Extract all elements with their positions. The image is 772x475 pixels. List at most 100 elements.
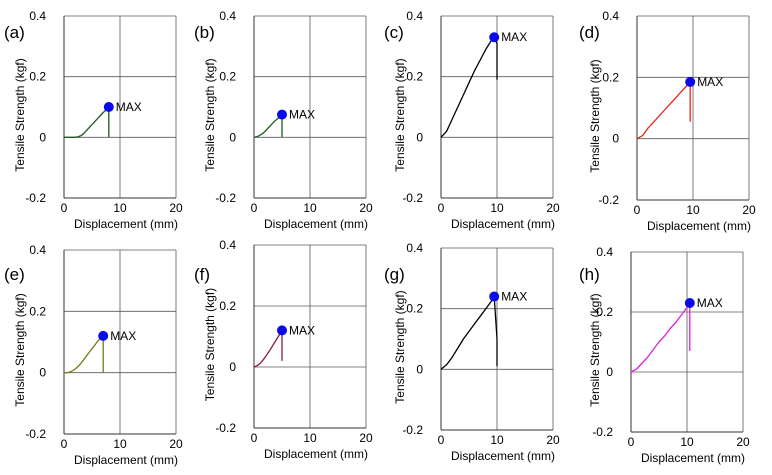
y-tick-label: 0 (416, 130, 423, 144)
data-series-line (64, 335, 104, 374)
x-tick-label: 10 (113, 437, 127, 451)
y-axis-title: Tensile Strength (kgf) (393, 58, 407, 171)
x-tick-label: 0 (628, 435, 635, 449)
max-label: MAX (697, 75, 723, 89)
max-point-marker (685, 76, 696, 87)
panel-label: (g) (384, 265, 405, 284)
y-tick-label: -0.2 (25, 427, 46, 441)
panel-label: (a) (4, 23, 25, 42)
y-axis-title: Tensile Strength (kgf) (203, 58, 217, 171)
x-tick-label: 20 (742, 203, 756, 217)
x-tick-label: 20 (546, 433, 560, 447)
y-tick-label: -0.2 (215, 421, 236, 435)
panel-label: (f) (194, 265, 210, 284)
y-axis-title: Tensile Strength (kgf) (588, 59, 602, 172)
x-tick-label: 20 (169, 437, 183, 451)
x-axis-title: Displacement (mm) (641, 451, 745, 465)
x-tick-label: 10 (686, 203, 700, 217)
y-axis-title: Tensile Strength (kgf) (203, 288, 217, 401)
max-point-marker (277, 325, 287, 336)
chart-panel: 0 10 20 -0.2 0 0.2 0.4 Displacement (mm) Tensile… (384, 9, 560, 231)
x-tick-label: 10 (113, 201, 127, 215)
y-tick-label: 0.2 (406, 302, 423, 316)
y-tick-label: 0.2 (596, 305, 613, 319)
panel-label: (h) (579, 265, 600, 284)
max-label: MAX (697, 296, 723, 310)
x-axis-title: Displacement (mm) (264, 447, 368, 461)
y-tick-label: 0 (229, 360, 236, 374)
x-tick-label: 0 (251, 431, 258, 445)
chart-panel: 0 10 20 -0.2 0 0.2 0.4 Displacement (mm) Tensile… (194, 238, 373, 461)
panel-label: (d) (579, 23, 600, 42)
y-tick-label: 0.4 (596, 245, 613, 259)
x-tick-label: 20 (736, 435, 750, 449)
y-tick-label: 0.4 (219, 238, 236, 252)
panel-label: (b) (194, 23, 215, 42)
data-series-line (630, 302, 691, 373)
y-tick-label: 0 (39, 130, 46, 144)
y-tick-label: 0.4 (219, 9, 236, 23)
x-tick-label: 10 (303, 431, 317, 445)
chart-panel: 0 10 20 -0.2 0 0.2 0.4 Displacement (mm) Tensile… (579, 9, 756, 233)
max-label: MAX (116, 100, 142, 114)
data-series-line (440, 36, 498, 138)
y-tick-label: 0 (229, 130, 236, 144)
data-series-line (636, 81, 691, 140)
y-axis-title: Tensile Strength (kgf) (13, 293, 27, 406)
y-tick-label: -0.2 (25, 191, 46, 205)
y-tick-label: 0 (39, 366, 46, 380)
x-axis-title: Displacement (mm) (74, 453, 178, 467)
x-axis-title: Displacement (mm) (647, 219, 751, 233)
y-tick-label: -0.2 (402, 191, 423, 205)
data-series-line (253, 113, 283, 138)
y-tick-label: -0.2 (598, 193, 619, 207)
max-point-marker (277, 109, 287, 120)
max-label: MAX (501, 290, 527, 304)
max-label: MAX (501, 30, 527, 44)
y-tick-label: 0.2 (406, 70, 423, 84)
max-label: MAX (110, 329, 136, 343)
x-axis-title: Displacement (mm) (74, 217, 178, 231)
x-tick-label: 0 (438, 433, 445, 447)
y-tick-label: 0.2 (29, 70, 46, 84)
max-point-marker (489, 291, 500, 302)
y-tick-label: 0.4 (406, 9, 423, 23)
x-axis-title: Displacement (mm) (264, 217, 368, 231)
chart-panel: 0 10 20 -0.2 0 0.2 0.4 Displacement (mm) Tensile… (4, 9, 183, 231)
x-tick-label: 0 (634, 203, 641, 217)
y-tick-label: -0.2 (215, 191, 236, 205)
max-point-marker (489, 32, 500, 43)
x-tick-label: 20 (359, 431, 373, 445)
chart-panel: 0 10 20 -0.2 0 0.2 0.4 Displacement (mm) Tensile… (579, 245, 750, 465)
y-axis-title: Tensile Strength (kgf) (588, 293, 602, 406)
max-point-marker (684, 298, 695, 308)
y-tick-label: -0.2 (592, 425, 613, 439)
y-tick-label: 0.2 (219, 70, 236, 84)
max-point-marker (103, 102, 114, 112)
x-axis-title: Displacement (mm) (451, 217, 555, 231)
x-tick-label: 20 (546, 201, 560, 215)
max-label: MAX (289, 323, 315, 337)
y-tick-label: 0.2 (219, 299, 236, 313)
y-tick-label: 0.4 (29, 243, 46, 257)
max-point-marker (98, 330, 109, 341)
x-tick-label: 0 (61, 201, 68, 215)
x-tick-label: 0 (438, 201, 445, 215)
x-tick-label: 10 (303, 201, 317, 215)
y-tick-label: 0 (606, 365, 613, 379)
x-tick-label: 0 (251, 201, 258, 215)
y-tick-label: 0.2 (29, 304, 46, 318)
max-label: MAX (289, 108, 315, 122)
y-tick-label: 0 (612, 132, 619, 146)
data-series-line (64, 106, 110, 138)
x-tick-label: 10 (680, 435, 694, 449)
y-axis-title: Tensile Strength (kgf) (13, 58, 27, 171)
data-series-line (440, 295, 498, 370)
panel-label: (e) (4, 265, 25, 284)
y-tick-label: 0 (416, 362, 423, 376)
x-tick-label: 20 (359, 201, 373, 215)
x-tick-label: 10 (490, 433, 504, 447)
y-tick-label: 0.4 (29, 9, 46, 23)
y-tick-label: 0.4 (602, 9, 619, 23)
